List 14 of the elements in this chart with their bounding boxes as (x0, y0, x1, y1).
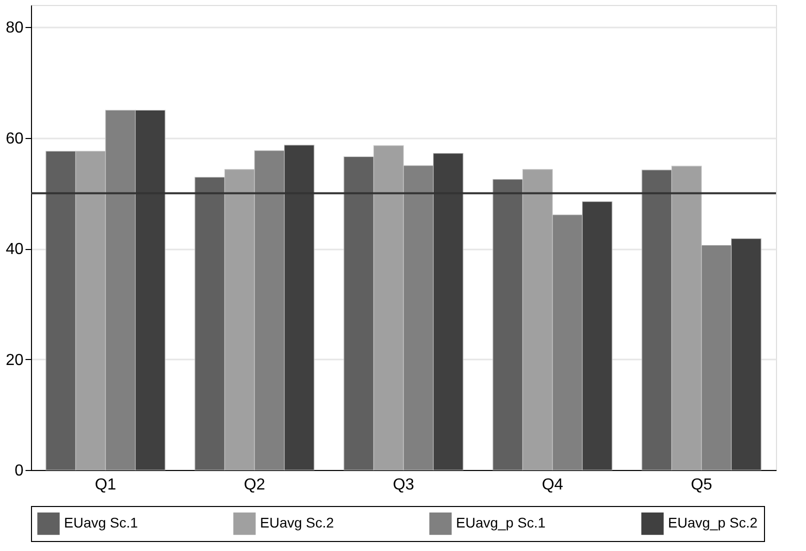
x-tick-label: Q4 (542, 476, 564, 494)
x-tick-label: Q3 (392, 476, 414, 494)
y-tick-label: 20 (6, 352, 24, 369)
legend-label: EUavg Sc.1 (64, 514, 138, 531)
legend-label: EUavg_p Sc.2 (668, 514, 758, 531)
y-tick-label: 60 (6, 130, 24, 148)
legend-label: EUavg_p Sc.1 (456, 514, 546, 531)
legend-label: EUavg Sc.2 (260, 514, 334, 531)
x-tick-label: Q5 (690, 476, 712, 494)
y-tick-label: 40 (6, 241, 24, 258)
x-tick-label: Q1 (94, 476, 116, 494)
y-tick-label: 80 (6, 20, 24, 37)
x-tick-label: Q2 (244, 476, 266, 494)
y-tick-label: 0 (14, 462, 24, 480)
